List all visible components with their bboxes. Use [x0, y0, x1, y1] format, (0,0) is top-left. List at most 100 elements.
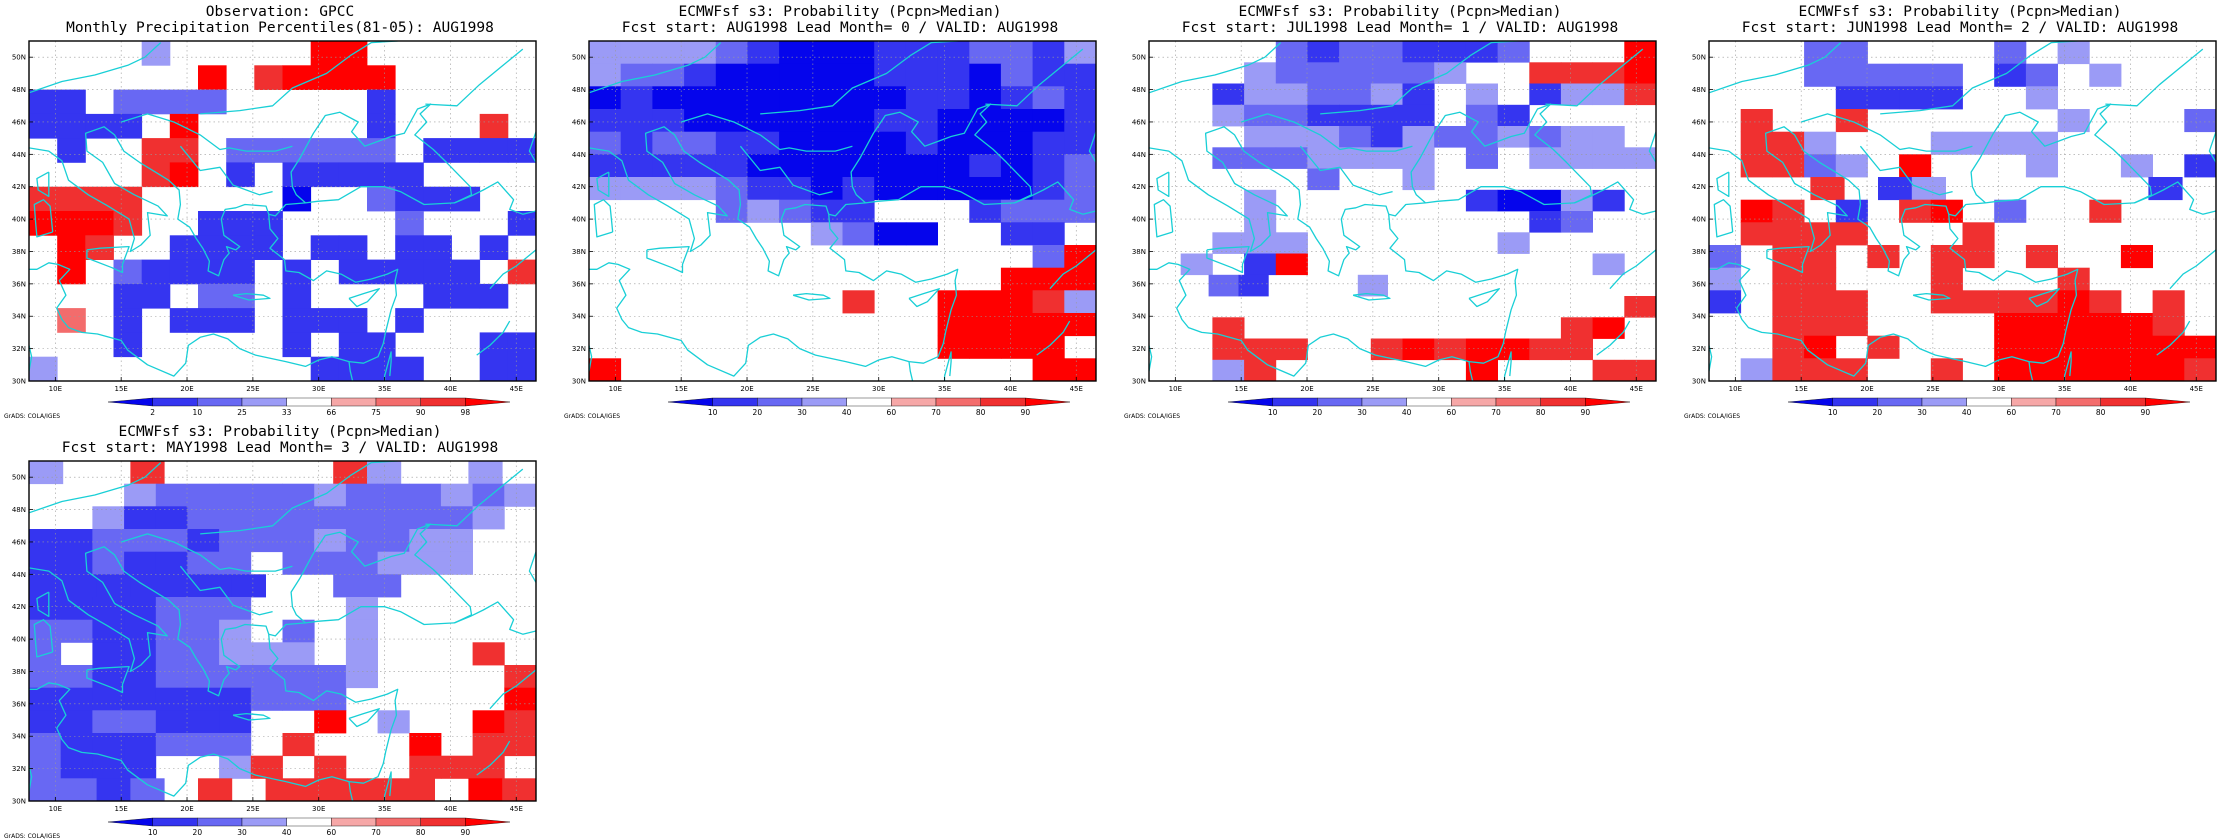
colorbar-swatch — [1495, 397, 1541, 407]
heatmap-cell — [1709, 267, 1742, 291]
y-tick-label: 48N — [12, 506, 26, 514]
heatmap-cell — [1930, 199, 1963, 223]
heatmap-cell — [423, 235, 452, 260]
heatmap-cell — [969, 86, 1002, 110]
coastline — [1156, 171, 1170, 198]
heatmap-cell — [367, 574, 402, 598]
heatmap-cell — [2152, 358, 2185, 381]
heatmap-cell — [1930, 86, 1963, 110]
heatmap-cell — [1994, 335, 2027, 359]
heatmap-cell — [29, 687, 62, 711]
heatmap-cell — [969, 63, 1002, 87]
heatmap-cell — [507, 332, 536, 358]
coastline — [268, 103, 473, 217]
coastline — [1014, 181, 1096, 215]
heatmap-cell — [2120, 154, 2153, 178]
heatmap-cell — [589, 177, 622, 201]
colorbar-label: 70 — [371, 828, 381, 837]
coastline — [1299, 145, 1393, 196]
coastline — [29, 42, 162, 94]
heatmap-cell — [1497, 189, 1530, 212]
heatmap-cell — [1244, 189, 1277, 212]
heatmap-cell — [507, 211, 536, 236]
heatmap-cell — [1000, 222, 1033, 246]
coastline — [36, 591, 50, 618]
x-tick-label: 15E — [115, 805, 128, 813]
y-tick-label: 30N — [12, 798, 26, 806]
heatmap-cell — [747, 131, 780, 155]
heatmap-cell — [2120, 245, 2153, 269]
heatmap-cell — [314, 529, 347, 553]
heatmap-cell — [1370, 104, 1403, 127]
coastline — [121, 113, 293, 152]
y-tick-label: 30N — [572, 378, 586, 386]
heatmap-cell — [395, 259, 424, 285]
heatmap-cell — [1032, 177, 1065, 201]
heatmap-cell — [338, 332, 368, 358]
heatmap-cell — [1212, 104, 1245, 127]
heatmap-cell — [1529, 147, 1562, 169]
heatmap-cell — [1402, 83, 1435, 106]
heatmap-cell — [2089, 199, 2122, 223]
heatmap-cell — [589, 109, 622, 133]
chart-title-line1: ECMWFsf s3: Probability (Pcpn>Median) — [1238, 4, 1561, 20]
heatmap-cell — [842, 109, 875, 133]
heatmap-cell — [29, 733, 62, 757]
y-tick-label: 38N — [1132, 248, 1146, 256]
coastline — [200, 461, 398, 535]
coastline — [348, 361, 354, 381]
heatmap-cell — [124, 551, 157, 575]
heatmap-cell — [1835, 154, 1868, 178]
colorbar-swatch — [1787, 397, 1833, 407]
heatmap-cell — [1465, 104, 1498, 127]
x-tick-label: 25E — [1366, 385, 1379, 393]
heatmap-cell — [1307, 104, 1340, 127]
heatmap-cell — [440, 529, 473, 553]
heatmap-cell — [57, 138, 86, 163]
y-tick-label: 50N — [1132, 54, 1146, 62]
heatmap-cell — [367, 65, 396, 90]
heatmap-cell — [187, 483, 220, 507]
heatmap-cell — [92, 529, 125, 553]
heatmap-cell — [1032, 222, 1065, 246]
colorbar-label: 40 — [282, 828, 292, 837]
heatmap-cell — [589, 86, 622, 110]
x-tick-label: 15E — [115, 385, 128, 393]
heatmap-cell — [1740, 154, 1773, 178]
heatmap-cell — [155, 733, 188, 757]
heatmap-cell — [1804, 267, 1837, 291]
heatmap-cell — [1994, 63, 2027, 87]
colorbar-label: 20 — [1873, 408, 1883, 417]
heatmap-cell — [1930, 267, 1963, 291]
heatmap-cell — [29, 211, 58, 236]
heatmap-cell — [1307, 147, 1340, 169]
y-tick-label: 50N — [1692, 54, 1706, 62]
chart-panel-lead-2: ECMWFsf s3: Probability (Pcpn>Median) Fcs… — [1680, 0, 2240, 420]
colorbar-label: 80 — [416, 828, 426, 837]
heatmap-cell — [502, 778, 536, 801]
heatmap-cell — [1592, 359, 1625, 381]
heatmap-cell — [1740, 358, 1773, 381]
heatmap-cell — [92, 506, 125, 530]
heatmap-cell — [1497, 104, 1530, 127]
heatmap-cell — [1244, 126, 1277, 148]
heatmap-cell — [1835, 358, 1868, 381]
heatmap-cell — [779, 63, 812, 87]
heatmap-cell — [310, 138, 340, 163]
heatmap-cell — [2120, 313, 2153, 337]
heatmap-cell — [1212, 232, 1245, 254]
heatmap-cell — [1032, 199, 1065, 223]
heatmap-cell — [282, 733, 315, 757]
heatmap-cell — [1000, 86, 1033, 110]
y-tick-label: 48N — [12, 86, 26, 94]
heatmap-cell — [504, 483, 536, 507]
colorbar-label: 60 — [887, 408, 897, 417]
heatmap-cell — [1064, 290, 1096, 314]
heatmap-cell — [282, 665, 315, 689]
coastline — [232, 712, 271, 721]
colorbar-label: 90 — [2141, 408, 2151, 417]
colorbar-label: 80 — [1536, 408, 1546, 417]
heatmap-cell — [1275, 338, 1308, 361]
heatmap-cell — [1740, 222, 1773, 246]
